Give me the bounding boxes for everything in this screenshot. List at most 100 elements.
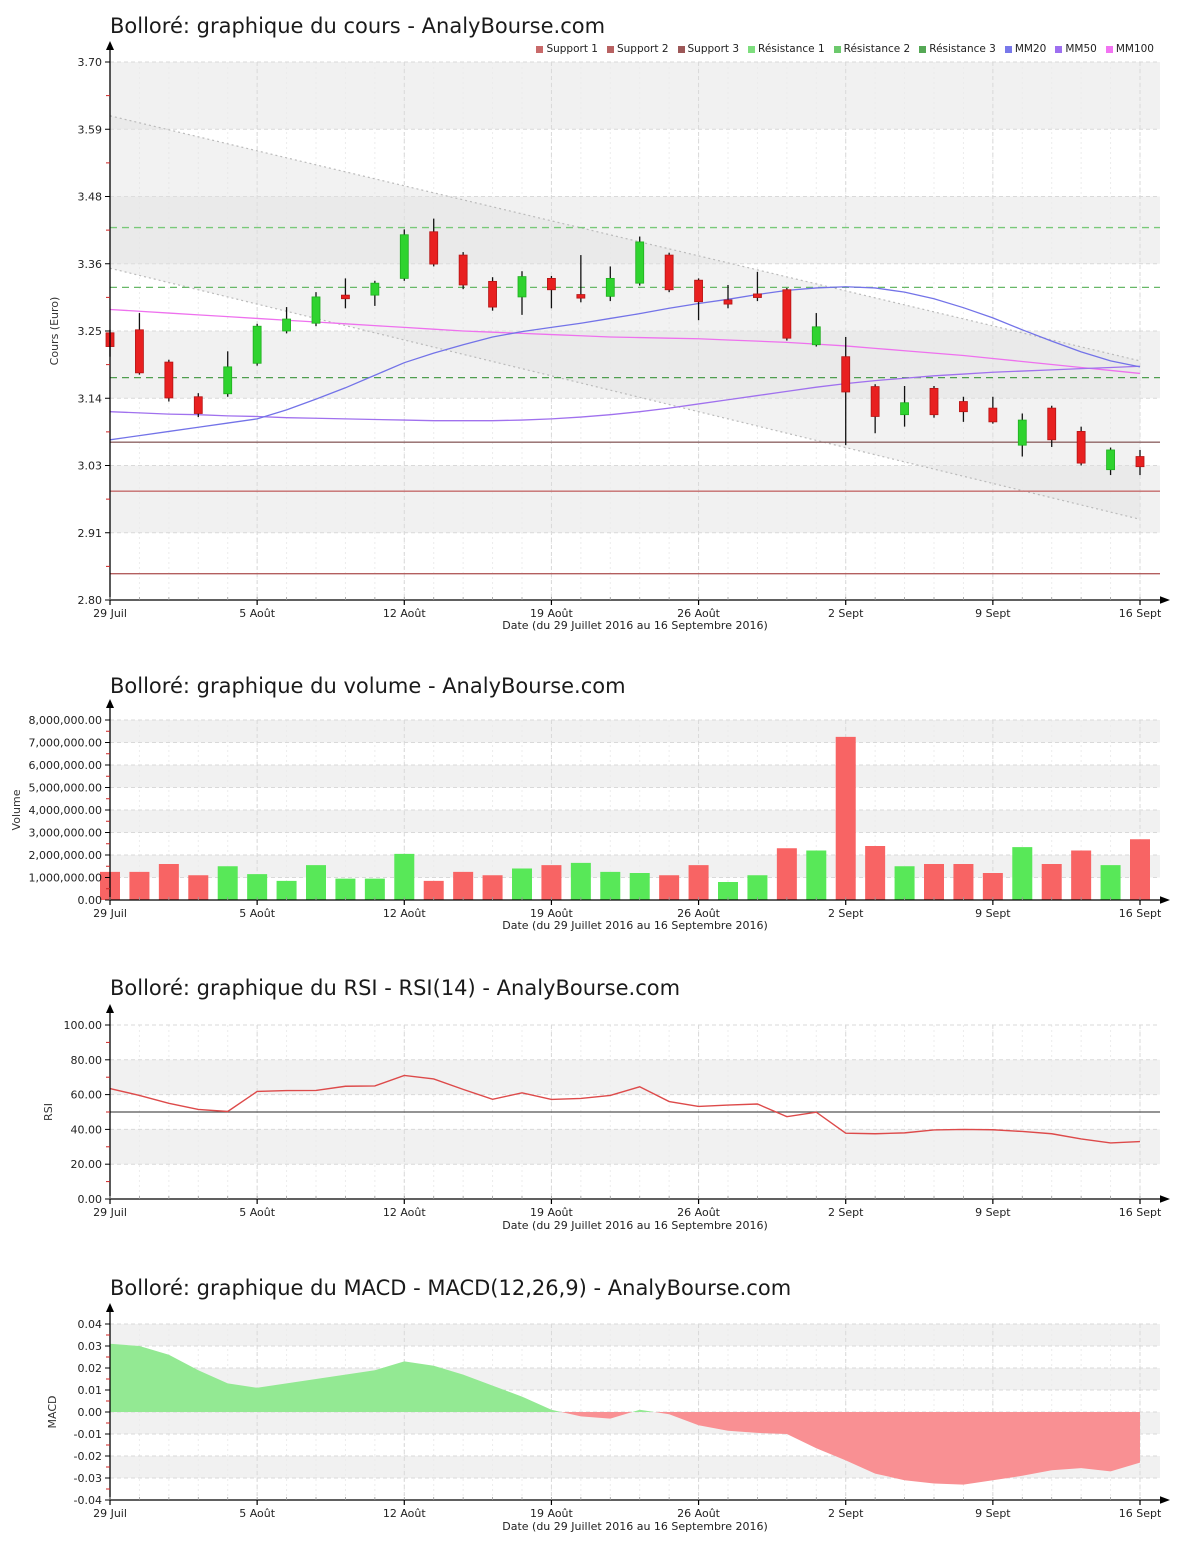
y-tick-label: 3,000,000.00	[29, 827, 102, 840]
y-tick-label: -0.03	[74, 1472, 102, 1485]
y-tick-label: 7,000,000.00	[29, 737, 102, 750]
x-tick-label: 9 Sept	[975, 1507, 1011, 1520]
candle	[1076, 426, 1086, 466]
x-axis-caption-price: Date (du 29 Juillet 2016 au 16 Septembre…	[502, 619, 768, 632]
x-tick-label: 2 Sept	[828, 1507, 864, 1520]
volume-bar	[688, 865, 709, 900]
volume-bar	[335, 878, 356, 900]
candle	[488, 277, 497, 311]
candle	[605, 266, 615, 302]
legend-swatch	[1004, 45, 1012, 53]
y-tick-label: 0.03	[78, 1340, 103, 1353]
x-tick-label: 29 Juil	[93, 1206, 127, 1219]
candle	[399, 229, 409, 281]
x-tick-label: 16 Sept	[1119, 607, 1162, 620]
mm50-line	[109, 365, 1141, 422]
candle	[429, 218, 439, 267]
y-tick-label: 2,000,000.00	[29, 849, 102, 862]
candle	[1135, 449, 1145, 476]
y-tick-label: 3.03	[78, 460, 103, 473]
x-tick-label: 9 Sept	[975, 907, 1011, 920]
axes	[106, 1303, 1170, 1504]
x-tick-label: 12 Août	[383, 607, 427, 620]
x-axis-ticks-labels: 29 Juil 5 Août 12 Août 19 Août 26 Août 2 Sept…	[93, 1196, 1162, 1219]
volume-bar	[394, 853, 415, 900]
candle	[311, 292, 321, 327]
volume-bar	[217, 866, 238, 900]
legend-swatch	[1105, 45, 1113, 53]
volume-bar	[865, 846, 886, 900]
mm20-line	[109, 286, 1141, 441]
candle	[1106, 447, 1115, 476]
macd-chart-title: Bolloré: graphique du MACD - MACD(12,26,…	[110, 1276, 792, 1300]
legend-item-support-2: Support 2	[606, 43, 669, 55]
candle	[547, 276, 556, 309]
x-tick-label: 16 Sept	[1119, 1507, 1162, 1520]
volume-chart-title: Bolloré: graphique du volume - AnalyBour…	[110, 674, 626, 698]
y-tick-label: 0.00	[78, 1406, 103, 1419]
y-axis-title: Volume	[10, 789, 23, 830]
y-tick-label: 80.00	[71, 1054, 103, 1067]
legend-swatch	[606, 45, 614, 53]
axes	[106, 41, 1170, 604]
candle	[164, 359, 174, 402]
volume-bar	[629, 873, 650, 900]
row-bands	[110, 720, 1160, 878]
resistance-lines	[110, 226, 1160, 379]
x-axis-ticks-labels: 29 Juil 5 Août 12 Août 19 Août 26 Août 2 Sept…	[93, 597, 1162, 620]
support-lines	[110, 441, 1160, 575]
y-tick-label: 3.14	[78, 392, 103, 405]
y-tick-label: 3.59	[78, 123, 103, 136]
x-tick-label: 12 Août	[383, 1507, 427, 1520]
y-tick-label: 0.01	[78, 1384, 103, 1397]
y-tick-label: -0.01	[74, 1428, 102, 1441]
volume-bar	[953, 864, 974, 900]
legend-label: Support 2	[616, 43, 669, 55]
x-tick-label: 26 Août	[677, 1507, 721, 1520]
axes	[106, 1004, 1170, 1203]
volume-bar	[276, 880, 297, 900]
candle	[517, 271, 527, 315]
candle	[341, 278, 350, 309]
y-tick-label: 0.04	[78, 1318, 103, 1331]
x-tick-label: 26 Août	[677, 1206, 721, 1219]
x-axis-ticks-labels: 29 Juil 5 Août 12 Août 19 Août 26 Août 2 Sept…	[93, 1497, 1162, 1520]
legend-label: Support 1	[546, 43, 598, 55]
axes	[106, 699, 1170, 904]
volume-bar	[982, 873, 1003, 900]
mm100-line	[109, 308, 1141, 375]
trend-channel	[109, 115, 1141, 520]
legend-item-r-sistance-2: Résistance 2	[833, 43, 911, 55]
candle	[664, 252, 674, 293]
x-tick-label: 9 Sept	[975, 1206, 1011, 1219]
y-axis-ticks-labels: 0.04 0.03 0.02 0.01 0.00 -0.01 -0.02 -0.03 -0.04	[74, 1318, 110, 1507]
macd-chart: 0.04 0.03 0.02 0.01 0.00 -0.01 -0.02 -0.03 -0.04…	[46, 1303, 1170, 1520]
y-tick-label: 0.00	[78, 1193, 103, 1206]
y-tick-label: 2.80	[78, 594, 103, 607]
legend-item-support-1: Support 1	[536, 43, 598, 55]
y-axis-title: MACD	[46, 1396, 59, 1429]
volume-bar	[570, 862, 591, 900]
candle	[635, 236, 645, 286]
volume-bar	[129, 871, 150, 900]
volume-bar	[1130, 839, 1150, 900]
y-tick-label: 3.25	[78, 325, 103, 338]
legend-label: Support 3	[687, 43, 740, 55]
x-tick-label: 26 Août	[677, 907, 721, 920]
legend-item-r-sistance-1: Résistance 1	[748, 43, 825, 55]
candle	[370, 280, 380, 306]
legend-label: Résistance 2	[843, 43, 911, 55]
candle	[929, 385, 939, 418]
legend-item-mm50: MM50	[1055, 43, 1097, 55]
x-tick-label: 29 Juil	[93, 607, 127, 620]
x-tick-label: 12 Août	[383, 907, 427, 920]
macd-area-negative	[110, 1412, 1140, 1485]
legend-label: Résistance 3	[929, 43, 996, 55]
y-axis-ticks-labels: 3.70 3.59 3.48 3.36 3.25 3.14 3.03 2.91 2.80	[78, 56, 110, 607]
candle	[959, 396, 968, 422]
volume-bars	[100, 736, 1150, 900]
y-tick-label: 40.00	[71, 1123, 103, 1136]
volume-bar	[423, 880, 444, 900]
